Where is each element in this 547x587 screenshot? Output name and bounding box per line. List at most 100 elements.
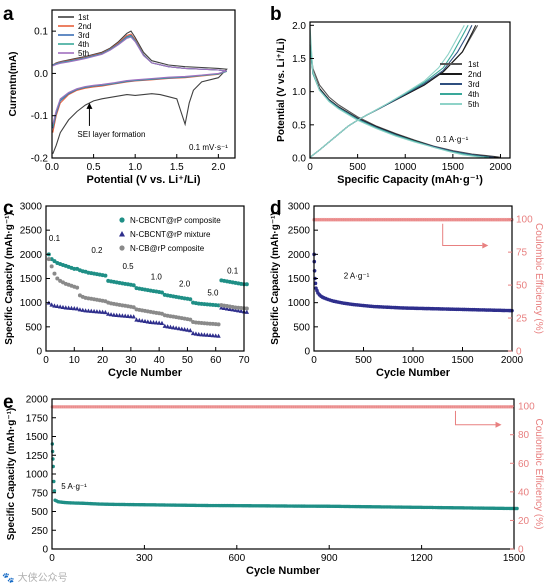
rate-point-triangle <box>188 328 193 333</box>
panel-d-ytick-label: 2500 <box>288 226 311 237</box>
panel-d-xtick-label: 500 <box>355 355 372 366</box>
panel-c-xtick-label: 70 <box>238 355 250 366</box>
panel-a-xlabel: Potential (V vs. Li⁺/Li) <box>87 174 201 186</box>
panel-b-xlabel: Specific Capacity (mAh·g⁻¹) <box>337 174 483 186</box>
panel-e-y2tick-label: 60 <box>518 459 530 470</box>
rate-point-triangle <box>60 304 66 310</box>
panel-d-xtick-label: 1500 <box>451 355 474 366</box>
rate-point-triangle <box>193 331 199 336</box>
rate-label: 1.0 <box>151 272 163 281</box>
cv-curve-5th <box>52 36 227 125</box>
panel-c-ytick-label: 1000 <box>20 298 43 309</box>
panel-a-ytick-label: -0.2 <box>31 154 49 165</box>
rate-point-triangle <box>57 304 63 309</box>
rate-point-triangle <box>100 309 105 314</box>
panel-e-ytick-label: 0 <box>42 545 48 556</box>
rate-point-circle <box>75 285 80 290</box>
rate-point-circle <box>188 317 193 322</box>
panel-c-ytick-label: 0 <box>36 347 42 358</box>
panel-e-ytick-label: 250 <box>31 526 48 537</box>
rate-point-triangle <box>207 332 213 338</box>
panel-a-xtick-label: 2.0 <box>211 162 225 173</box>
panel-d-ytick-label: 3000 <box>288 202 311 213</box>
rate-point-triangle <box>154 320 159 325</box>
rate-point-circle <box>159 290 164 295</box>
panel-b-ytick-label: 1.5 <box>292 54 306 65</box>
rate-point-circle <box>216 322 221 327</box>
rate-point-circle <box>103 273 108 278</box>
rate-point-triangle <box>80 307 85 312</box>
panel-e-xtick-label: 600 <box>228 553 245 564</box>
panel-b-xtick-label: 2000 <box>489 162 512 173</box>
cv-curve-1st <box>52 30 228 155</box>
rate-point-triangle <box>52 303 57 308</box>
legend-marker-1 <box>119 231 125 237</box>
legend-label-0: N-CBCNT@rP composite <box>130 216 221 225</box>
rate-point-triangle <box>134 317 139 322</box>
panel-d-ytick-label: 1500 <box>288 274 311 285</box>
watermark: 🐾 大侠公众号 <box>2 573 68 584</box>
rate-point-triangle <box>103 309 108 315</box>
panel-d-y2label: Coulombic Efficiency (%) <box>533 223 544 334</box>
rate-point-triangle <box>131 314 136 319</box>
rate-label: 0.5 <box>122 262 134 271</box>
ce-arrow-line <box>454 410 496 426</box>
panel-e-y2tick-label: 40 <box>518 487 530 498</box>
rate-point-triangle <box>185 327 190 332</box>
panel-e-xtick-label: 1500 <box>503 553 526 564</box>
rate-point-circle <box>52 259 57 264</box>
panel-c-xtick-label: 30 <box>125 355 137 366</box>
rate-point-triangle <box>151 320 156 325</box>
panel-d: d0 500 1000 1500 200005001000150020002500300… <box>270 198 544 379</box>
rate-point-triangle <box>139 318 145 323</box>
rate-point-triangle <box>199 332 204 337</box>
rate-point-circle <box>49 264 54 269</box>
legend-label-4th: 4th <box>468 90 479 99</box>
panel-c-ytick-label: 2000 <box>20 250 43 261</box>
panel-c-ytick-label: 500 <box>25 322 42 333</box>
rate-point-triangle <box>227 306 233 311</box>
rate-point-triangle <box>222 305 227 310</box>
rate-point-triangle <box>137 317 142 323</box>
rate-point-triangle <box>120 313 125 318</box>
rate-point-circle <box>244 306 249 311</box>
panel-a: a 0.0 0.5 1.0 1.5 2.0 0.1 0.0 -0.1 -0.2 Potential … <box>3 4 236 186</box>
rate-point-triangle <box>83 308 88 313</box>
rate-point-triangle <box>202 332 207 337</box>
scan-rate-annotation: 0.1 mV·s⁻¹ <box>189 143 228 152</box>
panel-b-letter: b <box>270 4 282 25</box>
panel-d-xtick-label: 0 <box>311 355 317 366</box>
legend-label-4th: 4th <box>78 40 89 49</box>
rate-point-triangle <box>49 302 54 307</box>
rate-point-triangle <box>179 326 184 331</box>
rate-point-triangle <box>145 319 151 324</box>
panel-a-xtick-label: 1.0 <box>128 162 142 173</box>
panel-d-y2tick-label: 25 <box>516 314 528 325</box>
panel-b-frame <box>309 21 511 159</box>
panel-d-y2tick-label: 100 <box>516 215 533 226</box>
rate-point-triangle <box>66 305 71 310</box>
rate-point-triangle <box>210 333 216 338</box>
rate-label: 0.1 <box>227 267 239 276</box>
rate-label: 2.0 <box>179 280 191 289</box>
legend-label-5th: 5th <box>468 100 479 109</box>
rate-point-triangle <box>86 308 91 313</box>
rate-point-triangle <box>173 325 179 330</box>
charge-curve-5th <box>309 25 465 158</box>
panel-d-ylabel: Specific Capacity (mAh·g⁻¹) <box>270 212 281 345</box>
panel-d-xtick-label: 1000 <box>402 355 425 366</box>
panel-a-xtick-label: 0.0 <box>45 162 59 173</box>
panel-a-ytick-label: 0.0 <box>34 69 48 80</box>
panel-a-ylabel: Currentn(mA) <box>8 52 19 117</box>
panel-b-ylabel: Potential (V vs. Li⁺/Li) <box>276 38 287 142</box>
rate-point-triangle <box>196 331 201 337</box>
ce-arrow-head <box>482 242 489 249</box>
rate-point-triangle <box>244 309 250 314</box>
panel-d-ytick-label: 1000 <box>288 298 311 309</box>
panel-d-xlabel: Cycle Number <box>376 367 451 379</box>
rate-point-triangle <box>224 306 230 311</box>
panel-e-xtick-label: 300 <box>136 553 153 564</box>
panel-a-xtick-label: 0.5 <box>87 162 101 173</box>
legend-label-2nd: 2nd <box>468 70 481 79</box>
